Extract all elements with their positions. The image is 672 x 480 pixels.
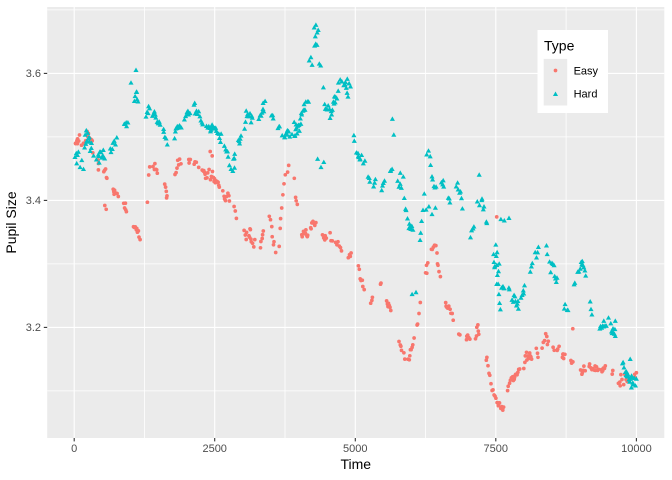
svg-text:3.6: 3.6: [26, 68, 41, 80]
svg-text:5000: 5000: [343, 443, 367, 455]
svg-text:Easy: Easy: [574, 65, 599, 77]
svg-text:3.2: 3.2: [26, 322, 41, 334]
svg-text:10000: 10000: [621, 443, 652, 455]
svg-text:Time: Time: [340, 456, 371, 472]
svg-text:3.4: 3.4: [26, 195, 41, 207]
svg-text:Pupil Size: Pupil Size: [3, 191, 19, 253]
svg-text:Hard: Hard: [574, 89, 598, 101]
svg-text:0: 0: [71, 443, 77, 455]
svg-text:Type: Type: [544, 37, 575, 53]
svg-text:2500: 2500: [202, 443, 226, 455]
svg-text:7500: 7500: [484, 443, 508, 455]
